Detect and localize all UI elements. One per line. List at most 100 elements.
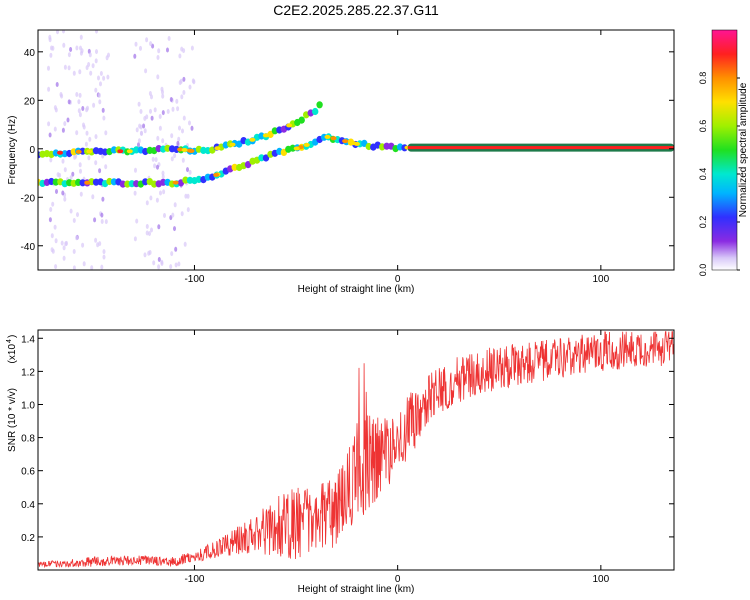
spectrogram-trace-peak: [126, 149, 133, 154]
spectrogram-trace-point: [119, 180, 127, 188]
spectrogram-trace-peak: [213, 172, 220, 177]
spectrogram-noise-speck: [95, 49, 98, 55]
spectrogram-noise-speck: [156, 164, 159, 170]
spectrogram-noise-speck: [151, 156, 155, 162]
spectrogram-trace-peak: [330, 136, 337, 141]
snr-y-tick-label: 0.6: [21, 467, 35, 478]
spectrogram-noise-speck: [161, 93, 165, 99]
spectrogram-noise-speck: [100, 264, 104, 270]
spectrogram-noise-speck: [100, 219, 104, 224]
spectrogram-noise-speck: [133, 53, 137, 59]
spectrogram-noise-speck: [82, 261, 86, 267]
colorbar-gradient: [711, 29, 738, 271]
spectrogram-noise-speck: [152, 260, 156, 266]
spectrogram-trace-peak: [214, 146, 221, 151]
spectrogram-noise-speck: [76, 212, 79, 218]
spectrogram-noise-speck: [87, 155, 91, 161]
spectrogram-noise-speck: [145, 114, 149, 120]
spectrogram-y-tick-label: -20: [21, 193, 36, 204]
spectrogram-noise-speck: [174, 246, 178, 252]
spectrogram-noise-speck: [145, 224, 149, 229]
spectrogram-trace-point: [267, 130, 274, 138]
spectrogram-noise-speck: [169, 264, 173, 270]
spectrogram-noise-speck: [181, 157, 185, 163]
spectrogram-noise-speck: [150, 115, 154, 121]
spectrogram-trace-peak: [57, 150, 63, 155]
spectrogram-noise-speck: [160, 261, 164, 266]
spectrogram-noise-speck: [55, 189, 58, 194]
spectrogram-noise-speck: [182, 48, 186, 54]
spectrogram-noise-speck: [67, 65, 71, 71]
spectrogram-noise-speck: [50, 247, 54, 253]
spectrogram-noise-speck: [79, 34, 83, 40]
spectrogram-noise-speck: [88, 136, 92, 142]
spectrogram-noise-speck: [157, 48, 161, 54]
spectrogram-noise-speck: [90, 265, 94, 270]
snr-y-axis-label: SNR (10 * v/v): [7, 388, 18, 452]
colorbar-tick-label: 0.4: [698, 168, 708, 181]
spectrogram-noise-speck: [58, 172, 62, 178]
spectrogram-noise-speck: [71, 171, 75, 177]
spectrogram-noise-speck: [157, 224, 161, 230]
colorbar-label: Normalized spectral amplitude: [738, 82, 749, 217]
spectrogram-noise-speck: [53, 224, 57, 230]
spectrogram-noise-speck: [102, 75, 106, 81]
spectrogram-noise-speck: [78, 112, 82, 118]
spectrogram-noise-speck: [78, 92, 82, 98]
spectrogram-trace-peak: [342, 139, 349, 144]
spectrogram-noise-speck: [75, 92, 79, 97]
spectrogram-noise-speck: [98, 241, 102, 247]
spectrogram-noise-speck: [156, 55, 160, 60]
spectrogram-noise-speck: [143, 128, 147, 134]
spectrogram-noise-speck: [166, 109, 170, 114]
snr-ticks: -100 0 100 0.2 0.4 0.6 0.8 1.0 1.2 1.4: [21, 330, 674, 585]
spectrogram-noise-speck: [179, 78, 183, 84]
spectrogram-direct-signal-core: [407, 146, 674, 150]
spectrogram-noise-speck: [182, 76, 186, 82]
spectrogram-noise-speck: [149, 108, 152, 114]
spectrogram-x-tick-label: 0: [395, 274, 401, 285]
spectrogram-trace-peak: [186, 148, 193, 153]
spectrogram-noise-speck: [163, 213, 166, 218]
snr-y-tick-label: 0.8: [21, 434, 35, 445]
snr-x-tick-label: 100: [593, 574, 610, 585]
spectrogram-trace-point: [133, 146, 140, 154]
snr-y-multiplier-exponent: 4: [6, 339, 13, 343]
spectrogram-noise-speck: [161, 170, 165, 176]
spectrogram-noise-speck: [95, 30, 98, 34]
spectrogram-noise-speck: [47, 65, 50, 71]
spectrogram-noise-speck: [139, 45, 142, 51]
colorbar-tick-label: 0.0: [698, 264, 708, 277]
spectrogram-trace-peak: [117, 149, 124, 154]
spectrogram-noise-speck: [63, 196, 67, 202]
spectrogram-noise-speck: [188, 84, 192, 90]
spectrogram-noise-speck: [62, 255, 66, 261]
spectrogram-x-axis-label: Height of straight line (km): [298, 284, 415, 295]
spectrogram-noise-speck: [62, 42, 66, 48]
spectrogram-trace-point: [244, 161, 252, 169]
spectrogram-trace-point: [110, 178, 118, 186]
spectrogram-noise-speck: [60, 240, 64, 246]
spectrogram-trace-point: [128, 180, 136, 188]
spectrogram-noise-speck: [104, 130, 108, 136]
spectrogram-noise-speck: [161, 89, 164, 95]
spectrogram-noise-speck: [156, 74, 160, 80]
spectrogram-noise-speck: [79, 50, 83, 56]
spectrogram-trace-peak: [303, 142, 310, 147]
spectrogram-noise-speck: [183, 241, 187, 247]
spectrogram-noise-speck: [188, 169, 192, 175]
spectrogram-noise-speck: [171, 212, 175, 218]
spectrogram-noise-speck: [150, 227, 153, 233]
snr-x-tick-label: 0: [395, 574, 401, 585]
spectrogram-noise-speck: [69, 47, 73, 52]
snr-y-tick-label: 0.2: [21, 533, 35, 544]
spectrogram-noise-speck: [182, 115, 186, 121]
spectrogram-noise-speck: [154, 157, 158, 163]
spectrogram-noise-speck: [190, 125, 194, 131]
spectrogram-noise-speck: [170, 251, 174, 257]
spectrogram-noise-speck: [94, 134, 98, 140]
spectrogram-noise-speck: [156, 135, 160, 141]
spectrogram-noise-speck: [78, 69, 82, 75]
spectrogram-noise-speck: [181, 128, 184, 134]
spectrogram-noise-speck: [59, 92, 63, 97]
